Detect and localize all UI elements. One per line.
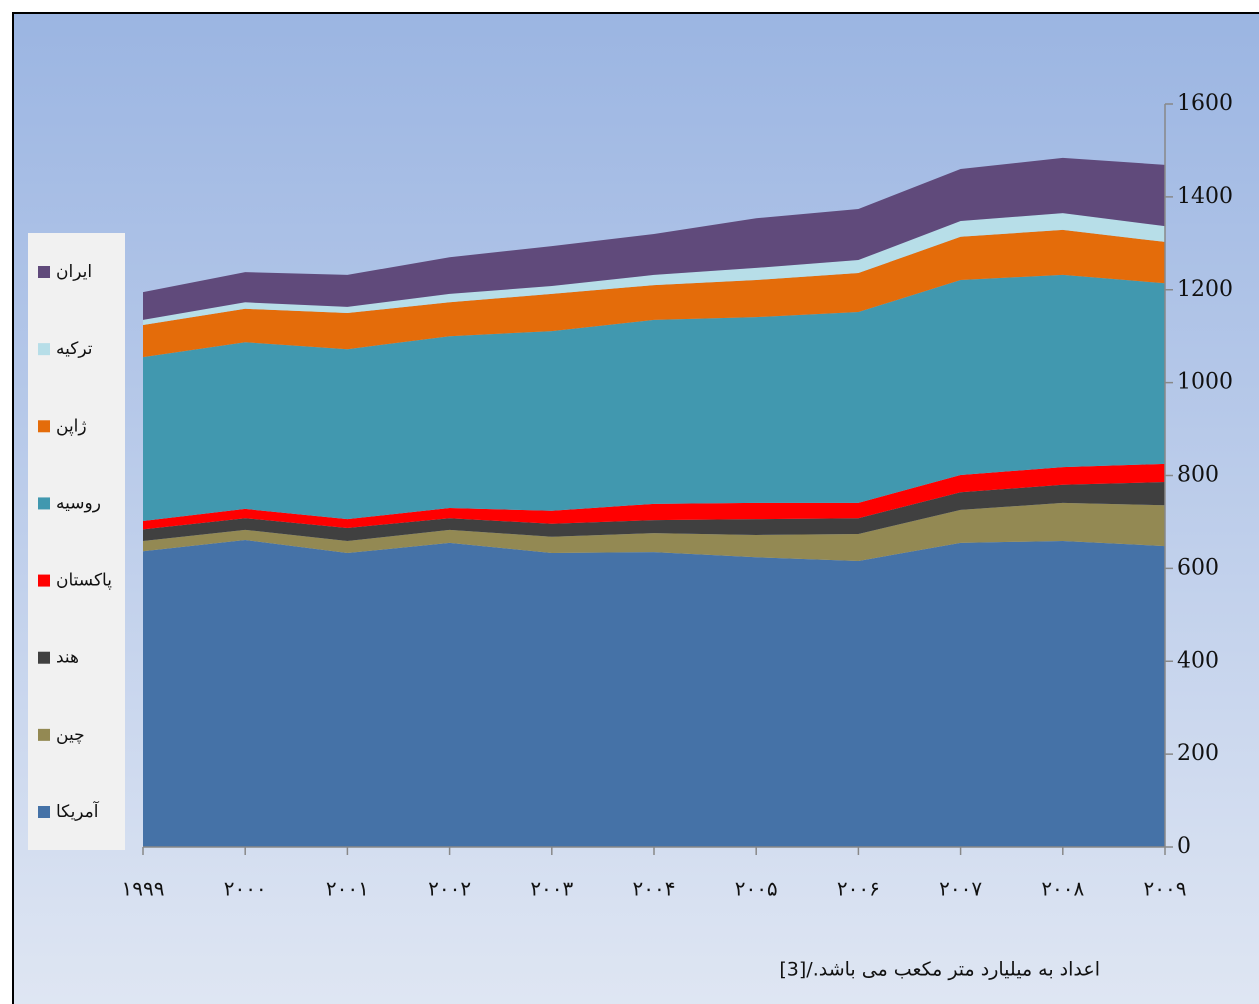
x-tick-label: ۲۰۰۷ (939, 877, 982, 901)
x-tick-label: ۲۰۰۵ (735, 877, 778, 901)
y-tick-label: 600 (1177, 555, 1219, 580)
legend-label: پاکستان (56, 571, 112, 591)
legend-box (28, 233, 125, 850)
x-tick-label: ۲۰۰۳ (530, 877, 573, 901)
legend-label: آمریکا (56, 800, 100, 822)
legend-label: ترکیه (56, 339, 93, 359)
legend-label: چین (56, 725, 85, 745)
footnote: اعداد به میلیارد متر مکعب می باشد./[3] (779, 959, 1100, 981)
legend-swatch (38, 497, 50, 510)
legend-swatch (38, 343, 50, 356)
legend-swatch (38, 651, 50, 664)
y-tick-label: 1600 (1177, 91, 1233, 116)
y-tick-label: 800 (1177, 463, 1219, 488)
legend-label: هند (56, 648, 79, 668)
area (143, 157, 1165, 320)
legend-swatch (38, 266, 50, 278)
x-tick-label: ۱۹۹۹ (122, 877, 165, 901)
x-tick-label: ۲۰۰۸ (1041, 877, 1084, 901)
x-tick-label: ۲۰۰۹ (1144, 877, 1187, 901)
legend-label: ژاپن (56, 416, 87, 436)
y-tick-label: 200 (1177, 741, 1219, 766)
area (143, 274, 1165, 522)
area (143, 229, 1165, 358)
x-tick-label: ۲۰۰۱ (326, 877, 369, 901)
y-tick-label: 400 (1177, 648, 1219, 673)
legend-label: روسیه (56, 493, 101, 513)
legend-swatch (38, 420, 50, 433)
legend-swatch (38, 574, 50, 587)
y-tick-label: 0 (1177, 834, 1191, 859)
x-tick-label: ۲۰۰۶ (837, 877, 880, 901)
legend-label: ایران (56, 262, 92, 282)
y-tick-label: 1400 (1177, 184, 1233, 209)
x-tick-label: ۲۰۰۲ (428, 877, 471, 901)
area (143, 540, 1165, 847)
legend-swatch (38, 806, 50, 818)
area (143, 463, 1165, 530)
y-tick-label: 1000 (1177, 370, 1233, 395)
area (143, 213, 1165, 326)
area (143, 482, 1165, 541)
y-tick-label: 1200 (1177, 277, 1233, 302)
x-tick-label: ۲۰۰۴ (633, 877, 676, 901)
legend-swatch (38, 728, 50, 741)
x-tick-label: ۲۰۰۰ (224, 877, 267, 901)
area (143, 502, 1165, 561)
